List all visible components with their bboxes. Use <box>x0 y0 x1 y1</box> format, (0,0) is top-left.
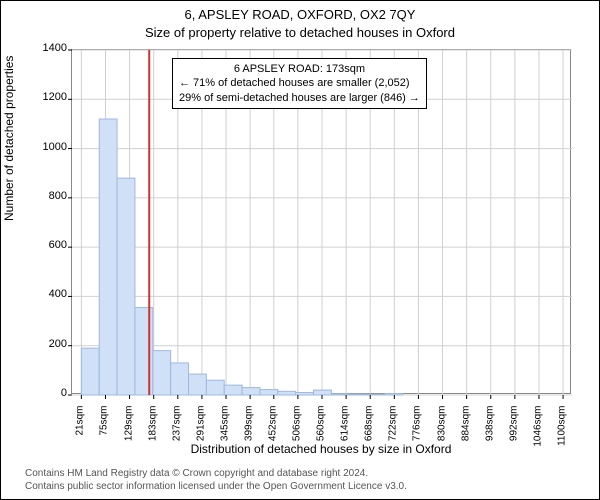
annotation-line-2: ← 71% of detached houses are smaller (2,… <box>179 76 420 90</box>
x-axis-label: Distribution of detached houses by size … <box>71 442 571 456</box>
y-tick-label: 200 <box>31 338 67 350</box>
y-tick-label: 600 <box>31 239 67 251</box>
y-tick-label: 0 <box>31 387 67 399</box>
footer-attribution: Contains HM Land Registry data © Crown c… <box>25 467 407 493</box>
plot-area: 6 APSLEY ROAD: 173sqm ← 71% of detached … <box>71 49 571 394</box>
annotation-line-3: 29% of semi-detached houses are larger (… <box>179 91 420 105</box>
footer-line-2: Contains public sector information licen… <box>25 480 407 493</box>
y-tick-label: 800 <box>31 190 67 202</box>
footer-line-1: Contains HM Land Registry data © Crown c… <box>25 467 407 480</box>
y-tick-label: 400 <box>31 288 67 300</box>
chart-container: 6, APSLEY ROAD, OXFORD, OX2 7QY Size of … <box>0 0 600 500</box>
y-axis-label: Number of detached properties <box>2 56 16 221</box>
annotation-box: 6 APSLEY ROAD: 173sqm ← 71% of detached … <box>172 58 427 109</box>
y-tick-label: 1000 <box>31 141 67 153</box>
annotation-line-1: 6 APSLEY ROAD: 173sqm <box>179 62 420 76</box>
y-tick-label: 1400 <box>31 42 67 54</box>
chart-subtitle: Size of property relative to detached ho… <box>1 25 599 40</box>
address-title: 6, APSLEY ROAD, OXFORD, OX2 7QY <box>1 7 599 22</box>
y-tick-label: 1200 <box>31 91 67 103</box>
